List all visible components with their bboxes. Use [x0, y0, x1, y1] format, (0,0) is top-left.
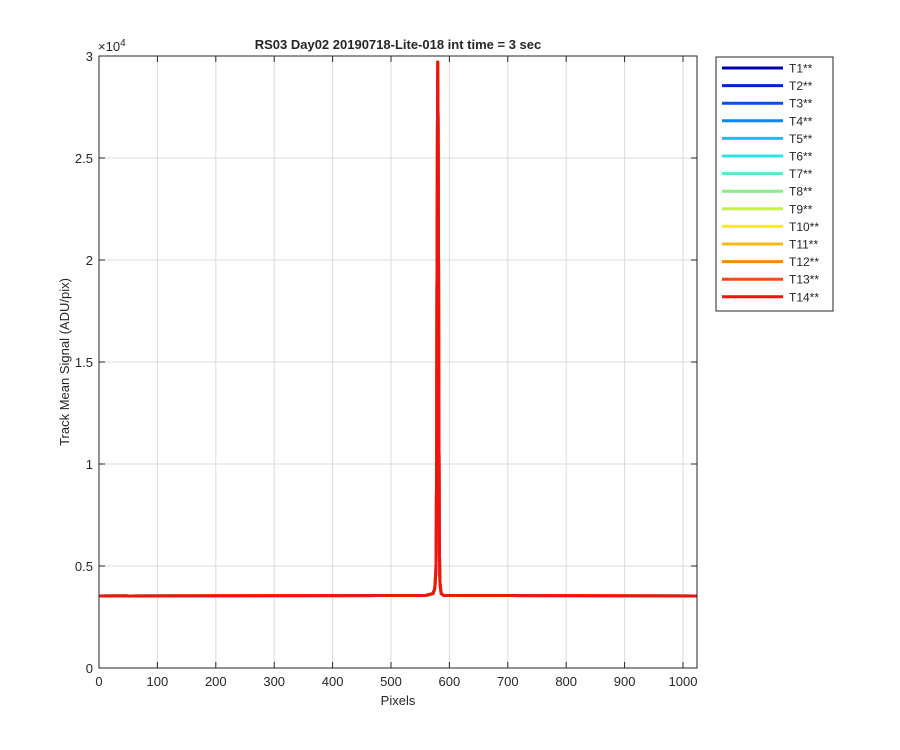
- y-exponent-base: ×10: [98, 39, 120, 54]
- y-tick-label: 3: [86, 49, 93, 64]
- y-tick-label: 1: [86, 457, 93, 472]
- y-exponent-label: ×104: [98, 38, 126, 54]
- x-tick-label: 100: [147, 674, 169, 689]
- x-tick-label: 200: [205, 674, 227, 689]
- x-tick-label: 600: [439, 674, 461, 689]
- x-tick-label: 800: [555, 674, 577, 689]
- legend-box: [715, 56, 834, 312]
- y-tick-label: 1.5: [75, 355, 93, 370]
- x-tick-label: 500: [380, 674, 402, 689]
- grid: [99, 56, 697, 668]
- series-line-14: [98, 60, 698, 598]
- legend-label-10: T10**: [789, 220, 819, 234]
- series-lines: [98, 60, 698, 598]
- x-axis-label: Pixels: [381, 693, 416, 708]
- legend-label-7: T7**: [789, 167, 813, 181]
- legend: T1** T2** T3** T4** T5** T6** T7** T8** T9** T10*…: [715, 56, 834, 312]
- ticks: [98, 55, 697, 669]
- legend-label-2: T2**: [789, 79, 813, 93]
- legend-label-8: T8**: [789, 185, 813, 199]
- legend-label-13: T13**: [789, 273, 819, 287]
- x-tick-label: 900: [614, 674, 636, 689]
- x-tick-labels: 0 100 200 300 400 500 600 700 800 900 1000: [95, 674, 697, 689]
- legend-label-6: T6**: [789, 150, 813, 164]
- x-tick-label: 400: [322, 674, 344, 689]
- legend-label-14: T14**: [789, 290, 819, 304]
- y-tick-label: 2: [86, 253, 93, 268]
- y-exponent-power: 4: [120, 38, 126, 49]
- chart-title: RS03 Day02 20190718-Lite-018 int time = …: [255, 37, 542, 52]
- legend-label-11: T11**: [789, 238, 818, 252]
- legend-label-5: T5**: [789, 132, 813, 146]
- y-tick-label: 2.5: [75, 151, 93, 166]
- y-tick-label: 0.5: [75, 559, 93, 574]
- y-tick-labels: 0 0.5 1 1.5 2 2.5 3: [75, 49, 93, 676]
- legend-label-1: T1**: [789, 62, 813, 76]
- y-axis-label: Track Mean Signal (ADU/pix): [57, 278, 72, 446]
- x-tick-label: 0: [95, 674, 102, 689]
- legend-label-4: T4**: [789, 114, 813, 128]
- y-tick-label: 0: [86, 661, 93, 676]
- legend-label-3: T3**: [789, 97, 813, 111]
- x-tick-label: 700: [497, 674, 519, 689]
- x-tick-label: 1000: [669, 674, 698, 689]
- legend-items: T1** T2** T3** T4** T5** T6** T7** T8** T9** T10*…: [722, 62, 819, 304]
- legend-label-9: T9**: [789, 202, 813, 216]
- x-tick-label: 300: [263, 674, 285, 689]
- legend-label-12: T12**: [789, 255, 819, 269]
